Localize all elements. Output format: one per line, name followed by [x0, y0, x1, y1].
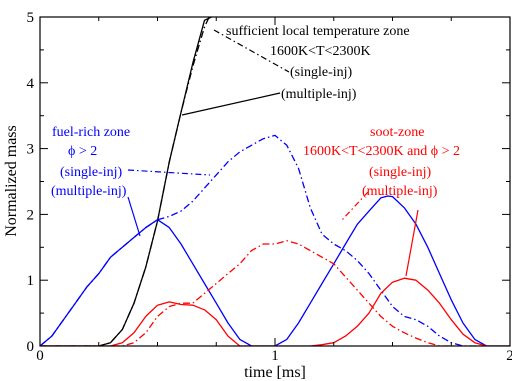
- leader-temp-single: [213, 29, 290, 73]
- y-tick-label: 1: [27, 273, 35, 289]
- tick-layer: 0 1 2 0 1 2 3 4 5: [27, 10, 512, 364]
- y-axis-label: Normalized mass: [3, 125, 20, 237]
- y-tick-label: 5: [27, 10, 35, 26]
- temp-zone-title: sufficient local temperature zone: [226, 24, 410, 39]
- series-line-2: [40, 17, 212, 346]
- y-tick-label: 0: [27, 339, 35, 355]
- plot-frame: [39, 16, 511, 347]
- y-tick-label: 2: [27, 207, 35, 223]
- leader-lines: [127, 29, 419, 277]
- leader-temp-multiple: [181, 92, 281, 116]
- fuel-rich-title: fuel-rich zone: [52, 125, 130, 140]
- x-tick-label: 0: [36, 348, 44, 364]
- y-tick-label: 4: [27, 76, 35, 92]
- fuel-rich-multiple: (multiple-inj): [51, 184, 127, 199]
- soot-zone-multiple: (multiple-inj): [362, 184, 438, 199]
- soot-zone-title: soot-zone: [370, 125, 424, 140]
- soot-zone-single: (single-inj): [369, 165, 432, 180]
- y-tick-label: 3: [27, 142, 35, 158]
- series-line-1: [40, 17, 210, 346]
- fuel-rich-condition: ϕ > 2: [68, 144, 97, 159]
- soot-zone-condition: 1600K<T<2300K and ϕ > 2: [303, 144, 460, 159]
- temp-zone-range: 1600K<T<2300K: [270, 44, 371, 59]
- temp-zone-single: (single-inj): [290, 65, 353, 80]
- series-layer: [40, 17, 510, 346]
- temp-zone-multiple: (multiple-inj): [281, 87, 357, 102]
- x-axis-label: time [ms]: [244, 364, 306, 381]
- series-line-4: [40, 195, 510, 346]
- leader-fuel-multiple: [127, 196, 141, 237]
- series-line-5: [40, 240, 463, 346]
- leader-soot-multiple: [405, 209, 419, 277]
- fuel-rich-single: (single-inj): [60, 165, 123, 180]
- x-tick-label: 1: [271, 348, 279, 364]
- leader-soot-single: [341, 191, 369, 221]
- series-line-6: [40, 277, 510, 346]
- x-tick-label: 2: [506, 348, 512, 364]
- leader-fuel-single: [127, 169, 211, 176]
